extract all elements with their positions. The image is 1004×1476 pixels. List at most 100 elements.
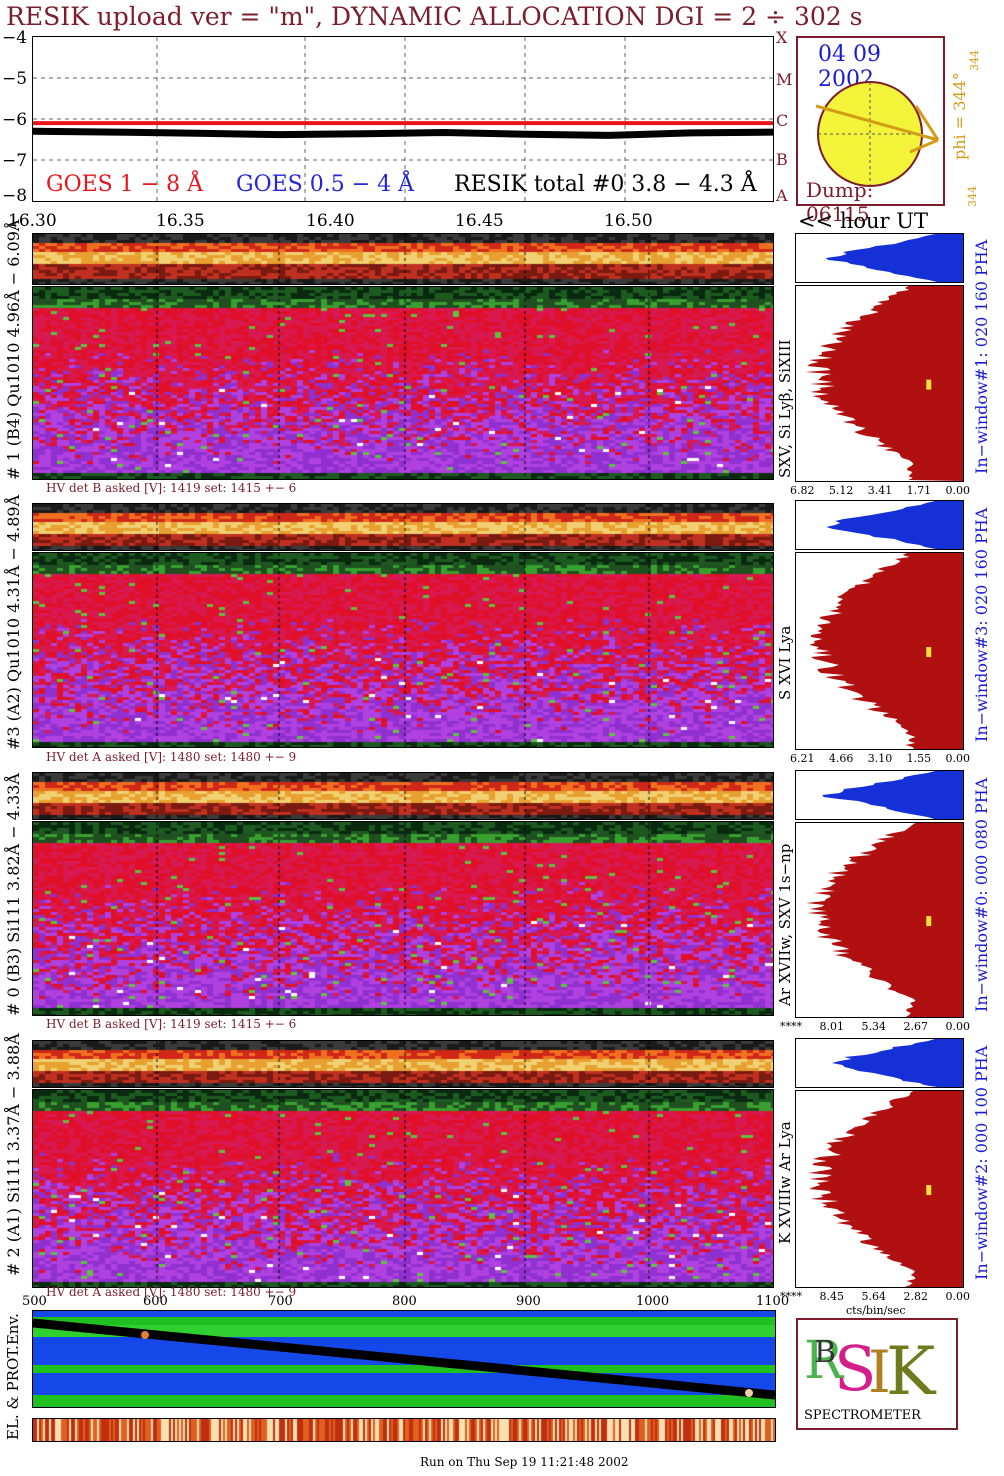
environment-band — [33, 1317, 775, 1325]
bottom-tick-500: 500 — [22, 1294, 47, 1309]
channel-label-ch0: # 0 (B3) Si111 3.82Å − 4.33Å — [4, 773, 23, 1016]
hist-tick: 1.55 — [906, 752, 932, 765]
goes-plot — [32, 36, 774, 202]
pha-histogram-area — [825, 234, 963, 282]
logo-letter-r: R — [804, 1331, 845, 1391]
bottom-tick-1000: 1000 — [636, 1294, 670, 1309]
pha-histogram-area — [809, 553, 963, 749]
environment-marker — [141, 1331, 149, 1339]
hist-tick: 2.82 — [903, 1290, 929, 1303]
resik-logo: R S I K B SPECTROMETER — [796, 1318, 958, 1430]
hist-tick: 1.71 — [906, 484, 932, 497]
goes-ytick-4: −7 — [2, 151, 28, 171]
environment-label: EL. & PROT.Env. — [4, 1313, 22, 1440]
pha-window-marker — [926, 647, 932, 658]
bottom-tick-1100: 1100 — [756, 1294, 790, 1309]
spectrogram-top-ch0 — [32, 772, 774, 820]
hist-tick: 4.66 — [828, 752, 854, 765]
sun-phi-bottom: 344 — [966, 186, 979, 207]
hist-tick: **** — [780, 1290, 802, 1303]
environment-strip-canvas — [33, 1419, 775, 1441]
hist-tick: 2.67 — [903, 1020, 929, 1033]
spectrogram-canvas — [33, 1041, 773, 1087]
hv-label-ch3: HV det A asked [V]: 1480 set: 1480 +− 9 — [46, 750, 297, 764]
pha-histogram-svg — [809, 553, 963, 749]
time-tick-3: 16.40 — [306, 211, 355, 231]
pha-hist-top-ch2 — [795, 1038, 964, 1088]
sun-phi: phi = 344° — [950, 72, 969, 160]
environment-band — [33, 1311, 775, 1317]
hist-ticks-ch1: 6.82 5.12 3.41 1.71 0.00 — [790, 484, 970, 497]
lines-label-ch0: Ar XVIIw, SXV 1s−np — [776, 843, 794, 1006]
bottom-tick-600: 600 — [143, 1294, 168, 1309]
class-letter-a: A — [776, 186, 788, 205]
time-tick-4: 16.45 — [455, 211, 504, 231]
spectrogram-main-ch2 — [32, 1089, 774, 1288]
pha-histogram-area — [831, 1039, 963, 1087]
pha-histogram-svg — [808, 1091, 963, 1287]
goes-ytick-5: −8 — [2, 186, 28, 206]
class-letter-m: M — [776, 70, 793, 89]
time-tick-2: 16.35 — [156, 211, 205, 231]
class-letter-c: C — [776, 111, 789, 130]
spectrogram-canvas — [33, 822, 773, 1015]
goes-ytick-3: −6 — [2, 110, 28, 130]
environment-color-strip — [32, 1418, 776, 1442]
channel-label-ch1: # 1 (B4) Qu1010 4.96Å − 6.09Å — [4, 219, 23, 480]
pha-histogram-svg — [822, 771, 963, 819]
hist-tick: **** — [780, 1020, 802, 1033]
legend-goes-long: GOES 1 − 8 Å — [46, 172, 204, 197]
pha-hist-main-ch3 — [795, 552, 964, 750]
pha-histogram-area — [806, 823, 963, 1017]
hist-tick: 0.00 — [945, 484, 971, 497]
goes-ytick-1: −4 — [2, 28, 28, 48]
hist-unit-label: cts/bin/sec — [846, 1304, 906, 1317]
environment-band — [33, 1337, 775, 1347]
pha-window-marker — [926, 1185, 932, 1196]
time-tick-5: 16.50 — [604, 211, 653, 231]
footer-run-time: Run on Thu Sep 19 11:21:48 2002 — [420, 1455, 629, 1469]
class-letter-b: B — [776, 150, 788, 169]
hist-tick: 0.00 — [945, 752, 971, 765]
spectrogram-canvas — [33, 287, 773, 479]
sun-position-box: 04 09 2002 Dump: 06115 — [796, 36, 945, 226]
environment-marker — [745, 1389, 753, 1397]
sun-phi-sub: 344 — [968, 50, 981, 71]
window-label-ch0: In−window#0: 000 080 PHA — [972, 777, 991, 1012]
page-title: RESIK upload ver = "m", DYNAMIC ALLOCATI… — [6, 2, 863, 31]
hist-ticks-ch3: 6.21 4.66 3.10 1.55 0.00 — [790, 752, 970, 765]
hist-tick: 0.00 — [945, 1020, 971, 1033]
pha-histogram-svg — [806, 823, 963, 1017]
spectrogram-main-ch0 — [32, 821, 774, 1016]
spectrogram-canvas — [33, 234, 773, 284]
spectrogram-canvas — [33, 773, 773, 819]
hist-tick: 0.00 — [945, 1290, 971, 1303]
hist-tick: 3.10 — [867, 752, 893, 765]
goes-series-line — [33, 127, 773, 139]
logo-letter-b: B — [814, 1335, 836, 1370]
bottom-tick-900: 900 — [516, 1294, 541, 1309]
environment-band — [33, 1325, 775, 1337]
resik-logo-art: R S I K B — [804, 1331, 937, 1410]
spectrogram-main-ch1 — [32, 286, 774, 480]
logo-letter-k: K — [886, 1333, 937, 1410]
window-label-ch2: In−window#2: 000 100 PHA — [972, 1045, 991, 1280]
window-label-ch1: In−window#1: 020 160 PHA — [972, 239, 991, 474]
spectrogram-canvas — [33, 504, 773, 550]
hist-tick: 6.21 — [790, 752, 815, 765]
hv-label-ch0: HV det B asked [V]: 1419 set: 1415 +− 6 — [46, 1017, 297, 1031]
pha-histogram-svg — [826, 501, 963, 549]
pha-hist-main-ch1 — [795, 285, 964, 482]
pha-histogram-area — [805, 286, 963, 481]
lines-label-ch2: K XVIIIw Ar Lya — [776, 1121, 794, 1244]
logo-letter-s: S — [834, 1332, 876, 1405]
pha-hist-top-ch0 — [795, 770, 964, 820]
goes-ytick-2: −5 — [2, 69, 28, 89]
environment-band — [33, 1365, 775, 1373]
pha-hist-main-ch0 — [795, 822, 964, 1018]
pha-hist-main-ch2 — [795, 1090, 964, 1288]
channel-label-ch3: #3 (A2) Qu1010 4.31Å − 4.89Å — [4, 494, 23, 750]
environment-trend-line — [33, 1318, 775, 1400]
hist-ticks-ch2: **** 8.45 5.64 2.82 0.00 — [780, 1290, 970, 1303]
time-unit-label: << hour UT — [798, 209, 928, 233]
